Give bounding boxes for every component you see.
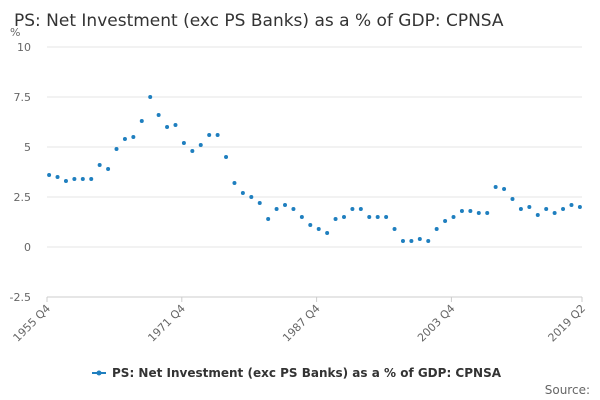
data-point <box>375 215 380 219</box>
data-point <box>535 213 540 217</box>
data-point <box>249 195 254 199</box>
data-point <box>148 95 153 99</box>
x-tick-label: 1987 Q4 <box>280 302 323 345</box>
data-point <box>426 239 431 243</box>
y-tick-label: -2.5 <box>10 291 31 304</box>
data-point <box>493 185 498 189</box>
data-point <box>443 219 448 223</box>
data-point <box>215 133 220 137</box>
data-point <box>291 207 296 211</box>
data-point <box>173 123 178 127</box>
data-point <box>417 237 422 241</box>
data-point <box>63 179 68 183</box>
data-point <box>569 203 574 207</box>
x-tick-label: 2019 Q2 <box>546 302 589 345</box>
data-point <box>325 231 330 235</box>
data-point <box>561 207 566 211</box>
data-point <box>55 175 60 179</box>
data-point <box>89 177 94 181</box>
data-point <box>165 125 170 129</box>
data-point <box>224 155 229 159</box>
data-point <box>527 205 532 209</box>
data-point <box>384 215 389 219</box>
legend-marker <box>96 370 102 376</box>
data-point <box>274 207 279 211</box>
data-point <box>122 137 127 141</box>
data-point <box>72 177 77 181</box>
legend-label: PS: Net Investment (exc PS Banks) as a %… <box>112 366 502 380</box>
data-point <box>341 215 346 219</box>
data-point <box>367 215 372 219</box>
data-point <box>181 141 186 145</box>
data-point <box>577 205 582 209</box>
data-point <box>392 227 397 231</box>
data-point <box>131 135 136 139</box>
data-point <box>198 143 203 147</box>
data-point <box>510 197 515 201</box>
data-point <box>459 209 464 213</box>
data-point <box>518 207 523 211</box>
data-point <box>333 217 338 221</box>
data-point <box>257 201 262 205</box>
data-point <box>544 207 549 211</box>
data-point <box>207 133 212 137</box>
source: Source: <box>545 383 590 397</box>
y-tick-label: 0 <box>24 241 31 254</box>
data-point <box>358 207 363 211</box>
data-point <box>476 211 481 215</box>
y-axis-label: % <box>10 26 20 39</box>
data-point <box>552 211 557 215</box>
x-tick-label: 2003 Q4 <box>415 302 458 345</box>
data-point <box>400 239 405 243</box>
data-point <box>316 227 321 231</box>
data-point <box>240 191 245 195</box>
y-tick-label: 5 <box>24 141 31 154</box>
data-point <box>114 147 119 151</box>
chart-title: PS: Net Investment (exc PS Banks) as a %… <box>14 11 504 31</box>
data-point <box>190 149 195 153</box>
data-point <box>266 217 271 221</box>
data-point <box>106 167 111 171</box>
y-tick-label: 7.5 <box>14 91 32 104</box>
data-point <box>232 181 237 185</box>
data-point <box>350 207 355 211</box>
data-point <box>283 203 288 207</box>
data-point <box>97 163 102 167</box>
data-point <box>80 177 85 181</box>
data-point <box>485 211 490 215</box>
data-point <box>139 119 144 123</box>
data-point <box>409 239 414 243</box>
data-point <box>502 187 507 191</box>
data-point <box>434 227 439 231</box>
data-point <box>299 215 304 219</box>
data-point <box>308 223 313 227</box>
y-tick-label: 2.5 <box>14 191 32 204</box>
x-tick-label: 1955 Q4 <box>11 302 54 345</box>
data-point <box>47 173 52 177</box>
data-point <box>451 215 456 219</box>
y-tick-label: 10 <box>17 41 31 54</box>
x-tick-label: 1971 Q4 <box>145 302 188 345</box>
data-point <box>156 113 161 117</box>
data-point <box>468 209 473 213</box>
